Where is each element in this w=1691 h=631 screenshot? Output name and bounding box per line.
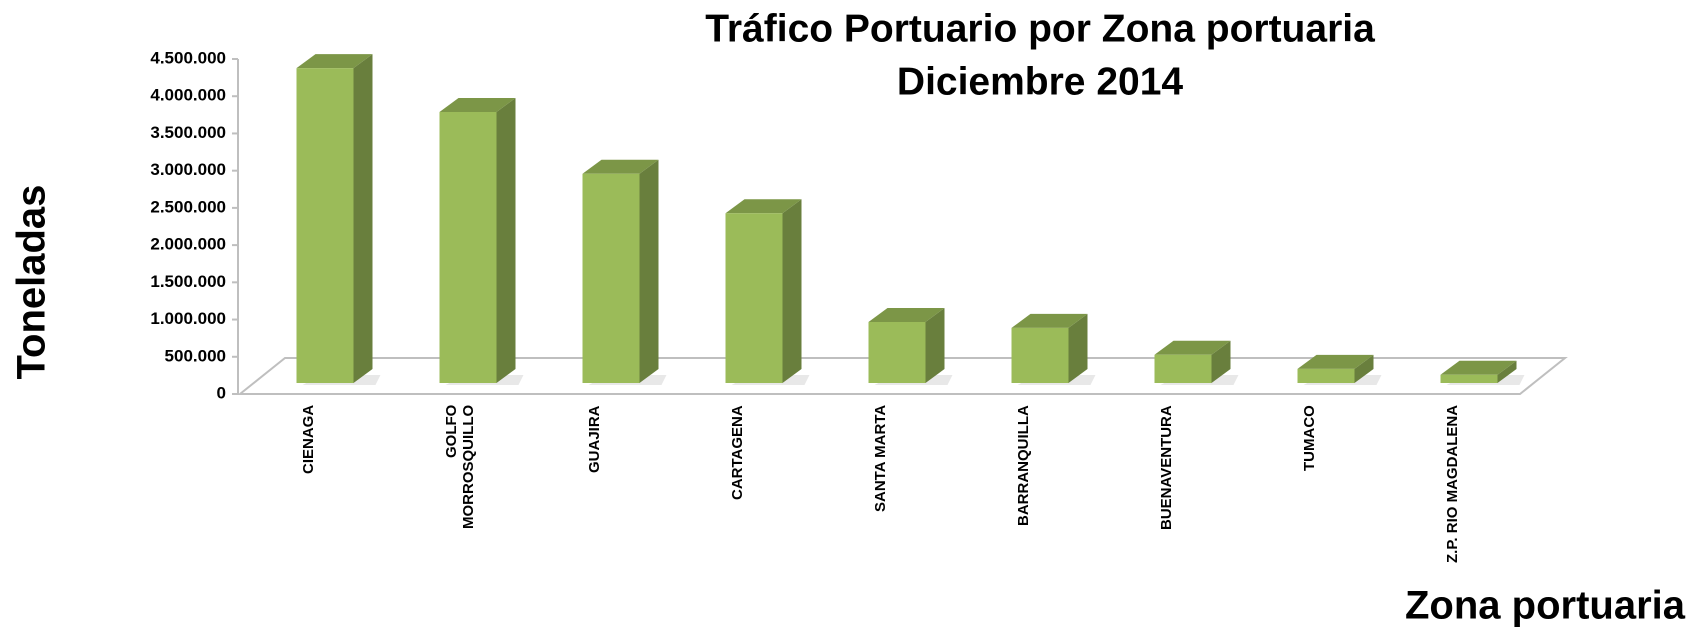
bar-side (1068, 313, 1088, 383)
bar-front (868, 321, 926, 383)
bar-front (1297, 368, 1355, 383)
bar-front (1154, 354, 1212, 383)
bar-side (639, 159, 659, 383)
bar-front (582, 173, 640, 383)
bar-side (1497, 360, 1517, 383)
y-tick-label: 1.500.000 (150, 272, 226, 291)
bar-top (1154, 340, 1231, 355)
bar-side (1354, 354, 1374, 383)
y-tick-label: 4.500.000 (150, 48, 226, 67)
bar (582, 159, 667, 385)
bar (439, 98, 524, 385)
x-tick-label: SANTA MARTA (872, 405, 889, 513)
y-tick-label: 3.000.000 (150, 160, 226, 179)
bar-top (439, 98, 516, 113)
y-tick-label: 2.500.000 (150, 197, 226, 216)
x-tick-label: TUMACO (1301, 405, 1318, 471)
y-tick-label: 0 (217, 383, 226, 402)
bar (1440, 360, 1525, 385)
bar-top (725, 199, 802, 214)
bar (868, 307, 953, 385)
x-tick-label: GOLFO MORROSQUILLO (443, 405, 477, 530)
bar (725, 199, 810, 385)
chart-subtitle: Diciembre 2014 (897, 60, 1183, 103)
bar (296, 54, 381, 385)
bar-side (1211, 340, 1231, 383)
bar-top (296, 54, 373, 69)
bar-side (496, 98, 516, 384)
bar-side (353, 54, 373, 383)
x-axis-label: Zona portuaria (1405, 584, 1686, 628)
bar-front (725, 213, 783, 383)
y-tick-label: 500.000 (165, 346, 226, 365)
x-tick-label: CIENAGA (300, 405, 317, 475)
x-tick-label: CARTAGENA (729, 405, 746, 500)
x-tick-label: BUENAVENTURA (1158, 405, 1175, 530)
bar-top (868, 307, 945, 322)
bar-top (1440, 360, 1517, 375)
x-tick-label: GUAJIRA (586, 405, 603, 473)
bar-front (1440, 374, 1498, 383)
chart-title: Tráfico Portuario por Zona portuaria (705, 7, 1375, 50)
bar-top (1011, 313, 1088, 328)
bar-side (782, 199, 802, 383)
y-tick-label: 3.500.000 (150, 123, 226, 142)
y-tick-label: 1.000.000 (150, 309, 226, 328)
bar-side (925, 307, 945, 383)
x-tick-label: Z.P. RIO MAGDALENA (1444, 405, 1461, 564)
bar-top (582, 159, 659, 174)
bar-front (439, 112, 497, 384)
bar (1011, 313, 1096, 385)
bar (1297, 354, 1382, 385)
x-tick-label: BARRANQUILLA (1015, 405, 1032, 526)
bar-front (1011, 327, 1069, 383)
y-axis-label: Toneladas (10, 185, 54, 380)
bar (1154, 340, 1239, 385)
bar-front (296, 68, 354, 383)
bar-top (1297, 354, 1374, 369)
y-tick-label: 2.000.000 (150, 235, 226, 254)
y-tick-label: 4.000.000 (150, 86, 226, 105)
